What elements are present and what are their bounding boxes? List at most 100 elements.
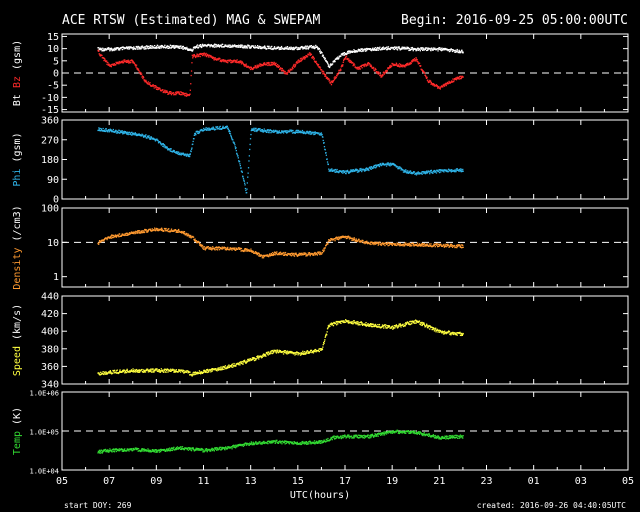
data-point <box>292 47 294 49</box>
data-point <box>157 87 159 89</box>
data-point <box>433 327 435 329</box>
data-point <box>226 366 228 368</box>
data-point <box>181 47 183 49</box>
data-point <box>428 325 430 327</box>
data-point <box>415 322 417 324</box>
data-point <box>461 52 463 54</box>
data-point <box>400 65 402 67</box>
data-point <box>261 255 263 257</box>
data-point <box>207 43 210 46</box>
data-point <box>403 65 405 68</box>
data-point <box>212 246 214 248</box>
data-point <box>380 327 382 329</box>
data-point <box>156 47 158 49</box>
data-point <box>237 61 239 64</box>
data-point <box>177 371 179 373</box>
data-point <box>121 233 123 235</box>
data-point <box>223 61 225 63</box>
data-point <box>132 60 134 62</box>
data-point <box>129 371 131 373</box>
data-point <box>245 248 247 251</box>
data-point <box>206 129 208 131</box>
data-point <box>118 371 120 374</box>
data-point <box>297 129 300 132</box>
data-point <box>225 126 228 128</box>
data-point <box>172 149 175 152</box>
data-point <box>125 131 127 134</box>
data-point <box>354 238 356 240</box>
data-point <box>163 230 165 232</box>
data-point <box>138 370 140 372</box>
data-point <box>284 253 286 256</box>
data-point <box>327 325 329 327</box>
data-point <box>330 84 333 86</box>
data-point <box>205 371 207 373</box>
data-point <box>119 49 121 51</box>
data-point <box>211 57 214 59</box>
data-point <box>203 45 205 47</box>
data-point <box>210 55 212 57</box>
data-point <box>232 60 234 63</box>
data-point <box>261 129 263 131</box>
data-point <box>222 43 224 46</box>
data-point <box>323 73 326 75</box>
data-point <box>140 48 142 50</box>
data-point <box>248 155 250 157</box>
data-point <box>127 46 129 48</box>
data-point <box>392 327 394 329</box>
data-point <box>323 342 325 345</box>
data-point <box>171 46 173 48</box>
data-point <box>420 322 422 324</box>
data-point <box>190 148 193 150</box>
data-point <box>356 169 358 171</box>
data-point <box>286 351 288 353</box>
data-point <box>283 254 285 256</box>
data-point <box>137 369 139 371</box>
data-point <box>313 133 315 136</box>
data-point <box>409 49 411 51</box>
data-point <box>448 50 451 53</box>
data-point <box>304 131 306 133</box>
data-point <box>438 245 440 247</box>
data-point <box>407 243 409 245</box>
data-point <box>236 153 238 155</box>
data-point <box>253 357 255 359</box>
data-point <box>451 245 453 247</box>
y-tick-label: 100 <box>41 204 59 215</box>
data-point <box>359 68 361 70</box>
data-point <box>166 148 169 150</box>
data-point <box>113 131 116 133</box>
data-point <box>202 54 204 56</box>
data-point <box>203 248 205 250</box>
data-point <box>199 371 201 373</box>
data-point <box>201 45 203 47</box>
data-point <box>377 73 379 75</box>
data-point <box>341 235 343 238</box>
data-point <box>330 239 333 241</box>
data-point <box>443 48 445 50</box>
data-point <box>416 244 418 246</box>
data-point <box>275 64 278 67</box>
data-point <box>413 321 415 323</box>
data-point <box>118 60 120 63</box>
data-point <box>208 371 210 373</box>
y-axis-label-part: (/cm3) <box>12 205 23 247</box>
data-point <box>341 64 343 66</box>
data-point <box>320 348 322 350</box>
data-point <box>170 94 173 96</box>
data-point <box>375 49 377 51</box>
data-point <box>258 255 260 257</box>
data-point <box>280 67 282 70</box>
data-point <box>164 145 166 147</box>
data-point <box>443 333 445 335</box>
data-point <box>417 47 419 49</box>
data-point <box>196 371 199 373</box>
data-point <box>253 359 256 362</box>
data-point <box>449 245 451 248</box>
data-point <box>230 60 232 62</box>
data-point <box>370 166 372 168</box>
data-point <box>247 176 249 178</box>
data-point <box>409 171 411 173</box>
data-point <box>359 168 361 170</box>
data-point <box>422 70 424 72</box>
